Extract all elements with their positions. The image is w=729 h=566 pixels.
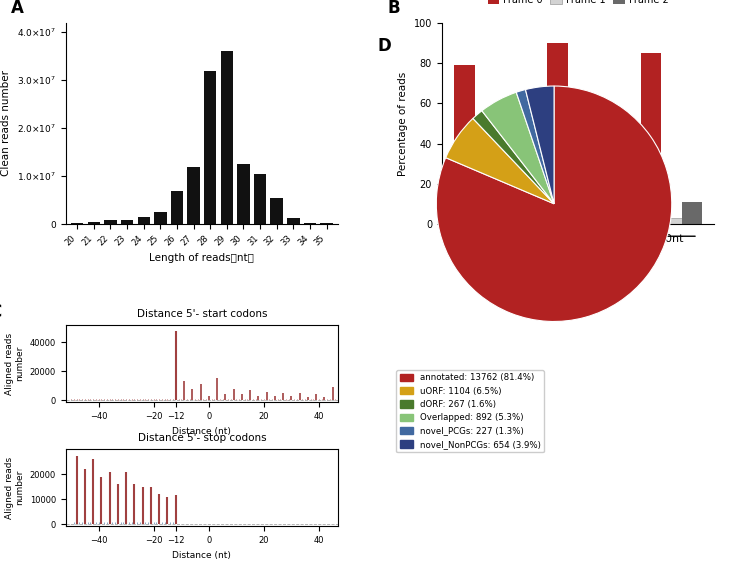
Bar [568,212,588,224]
Text: D: D [378,37,391,55]
Bar [87,222,100,224]
Y-axis label: Percentage of reads: Percentage of reads [398,71,408,175]
Bar [682,202,702,224]
Bar [320,223,333,224]
Bar [187,166,200,224]
Wedge shape [437,86,671,321]
Bar [661,218,682,224]
Bar [237,164,250,224]
Bar [641,53,661,224]
Y-axis label: Aligned reads
number: Aligned reads number [4,457,24,518]
Wedge shape [473,111,554,204]
Bar [454,65,475,224]
X-axis label: Distance (nt): Distance (nt) [173,427,231,436]
Legend: annotated: 13762 (81.4%), uORF: 1104 (6.5%), dORF: 267 (1.6%), Overlapped: 892 (: annotated: 13762 (81.4%), uORF: 1104 (6.… [397,370,544,452]
Bar [495,218,515,224]
Bar [270,198,283,224]
Legend: Frame 0, Frame 1, Frame 2: Frame 0, Frame 1, Frame 2 [483,0,673,9]
Bar [204,71,217,224]
Y-axis label: Aligned reads
number: Aligned reads number [4,333,24,395]
Bar [254,174,266,224]
Bar [171,191,183,224]
X-axis label: Length of reads（nt）: Length of reads（nt） [149,254,254,263]
Bar [304,222,316,224]
Bar [138,217,150,224]
Bar [221,52,233,224]
Bar [154,212,167,224]
Bar [588,216,609,224]
Bar [121,220,133,224]
Title: Distance 5'- start codons: Distance 5'- start codons [136,308,267,319]
Wedge shape [526,86,554,204]
Bar [104,220,117,224]
Wedge shape [445,118,554,204]
Y-axis label: Clean reads number: Clean reads number [1,70,12,177]
Bar [475,190,495,224]
Text: A: A [11,0,24,16]
Bar [547,43,568,224]
Wedge shape [482,92,554,204]
Text: C: C [0,303,1,321]
Text: B: B [387,0,400,16]
Bar [287,218,300,224]
Title: Distance 5'- stop codons: Distance 5'- stop codons [138,432,266,443]
Bar [71,222,84,224]
X-axis label: Distance (nt): Distance (nt) [173,551,231,560]
Wedge shape [516,89,554,204]
